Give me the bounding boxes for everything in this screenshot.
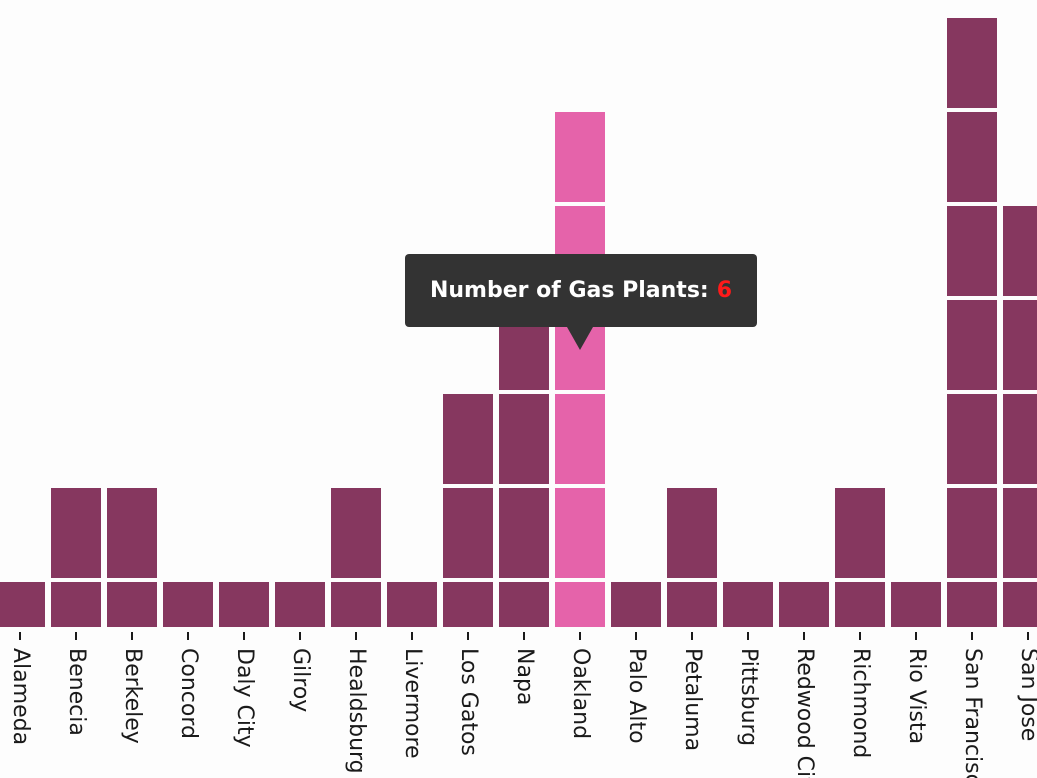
bar-segment-richmond-1[interactable]	[835, 582, 885, 627]
x-tick-label: Alameda	[8, 648, 33, 745]
tooltip-value: 6	[716, 278, 733, 303]
tooltip-arrow	[567, 327, 593, 350]
x-tick-label: Rio Vista	[904, 648, 929, 744]
bar-segment-pittsburg-1[interactable]	[723, 582, 773, 627]
tooltip-label: Number of Gas Plants:	[429, 278, 709, 303]
bar-segment-daly-city-1[interactable]	[219, 582, 269, 627]
bar-segment-benecia-1[interactable]	[51, 582, 101, 627]
bar-segment-richmond-2[interactable]	[835, 488, 885, 578]
bar-segment-san-jose-1[interactable]	[1003, 582, 1037, 627]
tooltip: Number of Gas Plants: 6	[405, 254, 757, 327]
x-axis-labels: Alameda Benecia Berkeley Concord Daly City Gi…	[8, 648, 1037, 778]
bar-segment-oakland-1[interactable]	[555, 582, 605, 627]
x-tick-label: Daly City	[232, 648, 257, 748]
bar-segment-oakland-6[interactable]	[555, 112, 605, 202]
bar-segment-san-francisco-3[interactable]	[947, 394, 997, 484]
x-tick-label: Healdsburg	[344, 648, 369, 774]
bar-segment-napa-2[interactable]	[499, 488, 549, 578]
bar-segment-napa-1[interactable]	[499, 582, 549, 627]
x-tick-label: Livermore	[400, 648, 425, 759]
x-tick-label: Gilroy	[288, 648, 313, 712]
bar-segment-gilroy-1[interactable]	[275, 582, 325, 627]
bar-segment-san-jose-3[interactable]	[1003, 394, 1037, 484]
x-tick-label: Redwood City	[792, 648, 817, 778]
bar-segment-san-francisco-5[interactable]	[947, 206, 997, 296]
bars-group	[0, 18, 1037, 627]
bar-segment-san-jose-4[interactable]	[1003, 300, 1037, 390]
bar-segment-livermore-1[interactable]	[387, 582, 437, 627]
x-tick-label: San Jose	[1016, 648, 1037, 741]
bar-segment-los-gatos-2[interactable]	[443, 488, 493, 578]
bar-segment-redwood-city-1[interactable]	[779, 582, 829, 627]
bar-segment-concord-1[interactable]	[163, 582, 213, 627]
bar-segment-san-francisco-6[interactable]	[947, 112, 997, 202]
bar-segment-benecia-2[interactable]	[51, 488, 101, 578]
x-tick-label: Benecia	[64, 648, 89, 736]
x-tick-label: Petaluma	[680, 648, 705, 751]
x-tick-label: San Francisco	[960, 648, 985, 778]
bar-segment-san-jose-5[interactable]	[1003, 206, 1037, 296]
bar-segment-san-francisco-4[interactable]	[947, 300, 997, 390]
bar-segment-berkeley-1[interactable]	[107, 582, 157, 627]
bar-segment-oakland-3[interactable]	[555, 394, 605, 484]
bar-segment-los-gatos-1[interactable]	[443, 582, 493, 627]
x-tick-label: Los Gatos	[456, 648, 481, 756]
x-tick-label: Berkeley	[120, 648, 145, 744]
bar-segment-alameda-1[interactable]	[0, 582, 45, 627]
bar-segment-san-francisco-1[interactable]	[947, 582, 997, 627]
bar-segment-napa-3[interactable]	[499, 394, 549, 484]
x-tick-label: Richmond	[848, 648, 873, 758]
x-tick-label: Pittsburg	[736, 648, 761, 746]
x-tick-label: Napa	[512, 648, 537, 705]
bar-segment-san-francisco-7[interactable]	[947, 18, 997, 108]
x-tick-label: Palo Alto	[624, 648, 649, 744]
x-tick-label: Oakland	[568, 648, 593, 739]
bar-segment-los-gatos-3[interactable]	[443, 394, 493, 484]
bar-segment-healdsburg-1[interactable]	[331, 582, 381, 627]
bar-segment-palo-alto-1[interactable]	[611, 582, 661, 627]
x-tick-label: Concord	[176, 648, 201, 739]
bar-segment-rio-vista-1[interactable]	[891, 582, 941, 627]
x-axis-ticks	[19, 632, 1029, 640]
bar-segment-san-francisco-2[interactable]	[947, 488, 997, 578]
bar-segment-healdsburg-2[interactable]	[331, 488, 381, 578]
bar-segment-san-jose-2[interactable]	[1003, 488, 1037, 578]
bar-segment-oakland-2[interactable]	[555, 488, 605, 578]
bar-segment-berkeley-2[interactable]	[107, 488, 157, 578]
bar-segment-petaluma-2[interactable]	[667, 488, 717, 578]
bar-segment-petaluma-1[interactable]	[667, 582, 717, 627]
